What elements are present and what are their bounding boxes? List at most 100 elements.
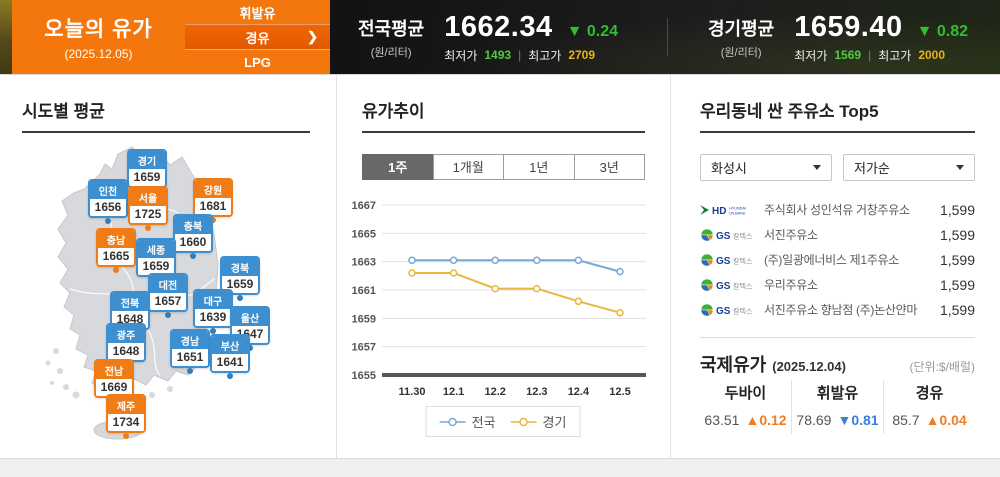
region-name: 세종 (138, 240, 174, 258)
hd-hyundai-oilbank-logo-icon: HD HYUNDAI OILBANK (700, 204, 746, 217)
region-badge[interactable]: 충남 1665 (96, 228, 136, 273)
region-badge[interactable]: 강원 1681 (193, 178, 233, 223)
page-title: 오늘의 유가 (44, 18, 153, 41)
gyeonggi-low-price: 1569 (834, 48, 862, 62)
international-header: 국제유가 (2025.12.04) (단위:$/배럴) (700, 351, 975, 377)
region-badge[interactable]: 광주 1648 (106, 323, 146, 368)
international-date: (2025.12.04) (772, 359, 846, 374)
region-name: 전남 (96, 361, 132, 379)
region-dot (123, 433, 129, 439)
international-title: 국제유가 (700, 355, 767, 375)
down-arrow-delta: ▼0.81 (837, 412, 879, 428)
region-name: 부산 (212, 336, 248, 354)
background-photo-strip (0, 0, 12, 74)
region-badge[interactable]: 경북 1659 (220, 256, 260, 301)
region-badge[interactable]: 대전 1657 (148, 273, 188, 318)
region-badge[interactable]: 대구 1639 (193, 289, 233, 334)
region-price: 1681 (195, 198, 231, 215)
region-badge[interactable]: 전남 1669 (94, 359, 134, 404)
station-name: 우리주유소 (764, 278, 818, 292)
trend-panel-title: 유가추이 (362, 102, 425, 121)
page-date: (2025.12.05) (64, 47, 133, 61)
tab-gasoline-label: 휘발유 (239, 5, 276, 21)
region-price: 1659 (222, 276, 258, 293)
station-price: 1,599 (939, 276, 975, 293)
sort-select[interactable]: 저가순 (843, 154, 975, 181)
national-average-group: 전국평균 (원/리터) 1662.34 ▼ 0.24 최저가 1493 | 최고… (358, 0, 618, 74)
region-price: 1639 (195, 309, 231, 326)
gyeonggi-average-label: 경기평균 (원/리터) (708, 18, 775, 59)
national-average-delta: ▼ 0.24 (566, 22, 619, 40)
region-badge[interactable]: 경남 1651 (170, 329, 210, 374)
tab-3years[interactable]: 3년 (573, 154, 645, 180)
region-name: 강원 (195, 180, 231, 198)
cheap-stations-panel: 우리동네 싼 주유소 Top5 화성시 저가순 HD HYUNDAI OILBA… (670, 75, 1000, 459)
region-dot (237, 295, 243, 301)
station-row[interactable]: GS 칼텍스 서진주유소 향남점 (주)논산얀마 1,599 (700, 297, 975, 322)
international-unit: (단위:$/배럴) (909, 360, 976, 374)
svg-text:1667: 1667 (352, 200, 376, 212)
tab-lpg[interactable]: LPG (185, 49, 330, 74)
tab-1month[interactable]: 1개월 (432, 154, 504, 180)
svg-text:HD: HD (712, 206, 726, 217)
region-badge[interactable]: 충북 1660 (173, 214, 213, 259)
station-row[interactable]: GS 칼텍스 (주)일광에너비스 제1주유소 1,599 (700, 247, 975, 272)
regional-average-panel: 시도별 평균 경기 1659 인천 1656 서울 1725 강원 1681 충북 1660 충남 1… (0, 75, 336, 459)
region-name: 경기 (129, 151, 165, 169)
price-trend-panel: 유가추이 1주 1개월 1년 3년 1667 1665 1663 1661 1659 1657 1… (336, 75, 670, 459)
legend-item: 전국 (439, 412, 496, 431)
tab-diesel[interactable]: 경유 ❯ (185, 24, 330, 49)
gyeonggi-high-price: 2000 (918, 48, 946, 62)
region-dot (145, 225, 151, 231)
chart-legend: 전국 경기 (425, 406, 581, 437)
region-badge[interactable]: 경기 1659 (127, 149, 167, 194)
svg-text:12.1: 12.1 (443, 386, 464, 398)
gyeonggi-min-max: 최저가 1569 | 최고가 2000 (794, 48, 946, 63)
gs-logo: GS 칼텍스 (700, 303, 764, 317)
national-average-label: 전국평균 (원/리터) (358, 18, 425, 59)
chevron-right-icon: ❯ (307, 29, 318, 44)
station-filters: 화성시 저가순 (700, 154, 975, 181)
gyeonggi-average-value: 1659.40 (794, 10, 903, 43)
average-price-bar: 전국평균 (원/리터) 1662.34 ▼ 0.24 최저가 1493 | 최고… (330, 0, 1000, 74)
intl-diesel-values: 85.7 ▲0.04 (884, 412, 975, 428)
region-badge[interactable]: 부산 1641 (210, 334, 250, 379)
gs-caltex-logo-icon: GS 칼텍스 (700, 303, 753, 317)
region-price: 1669 (96, 379, 132, 396)
national-average-values: 1662.34 ▼ 0.24 최저가 1493 | 최고가 2709 (444, 11, 618, 64)
down-arrow-icon: ▼ (566, 22, 583, 40)
tab-1year[interactable]: 1년 (503, 154, 575, 180)
region-price: 1657 (150, 293, 186, 310)
station-row[interactable]: HD HYUNDAI OILBANK 주식회사 성인석유 거창주유소 1,599 (700, 197, 975, 222)
region-price: 1659 (138, 258, 174, 275)
region-select[interactable]: 화성시 (700, 154, 832, 181)
region-badge[interactable]: 세종 1659 (136, 238, 176, 283)
region-name: 광주 (108, 325, 144, 343)
station-name: (주)일광에너비스 제1주유소 (764, 253, 899, 267)
region-name: 충북 (175, 216, 211, 234)
region-badge[interactable]: 인천 1656 (88, 179, 128, 224)
svg-text:1657: 1657 (352, 342, 376, 354)
svg-text:칼텍스: 칼텍스 (733, 231, 753, 240)
region-badge[interactable]: 제주 1734 (106, 394, 146, 439)
svg-text:12.2: 12.2 (484, 386, 505, 398)
station-row[interactable]: GS 칼텍스 서진주유소 1,599 (700, 222, 975, 247)
gs-caltex-logo-icon: GS 칼텍스 (700, 228, 753, 242)
svg-text:11.30: 11.30 (399, 386, 426, 398)
dropdown-arrow-icon (813, 165, 821, 170)
regional-panel-title: 시도별 평균 (22, 102, 105, 121)
average-bar-divider (667, 18, 668, 56)
station-row[interactable]: GS 칼텍스 우리주유소 1,599 (700, 272, 975, 297)
region-badge[interactable]: 서울 1725 (128, 186, 168, 231)
tab-gasoline[interactable]: 휘발유 (185, 0, 330, 24)
dropdown-arrow-icon (956, 165, 964, 170)
hd-logo: HD HYUNDAI OILBANK (700, 203, 764, 217)
intl-gasoline-name: 휘발유 (816, 385, 859, 402)
svg-text:1661: 1661 (352, 285, 376, 297)
intl-diesel-value: 85.7 (892, 412, 920, 428)
intl-gasoline-value: 78.69 (796, 412, 832, 428)
stations-panel-title: 우리동네 싼 주유소 Top5 (700, 102, 879, 121)
tab-1week[interactable]: 1주 (362, 154, 434, 180)
region-price: 1651 (172, 349, 208, 366)
region-dot (105, 218, 111, 224)
